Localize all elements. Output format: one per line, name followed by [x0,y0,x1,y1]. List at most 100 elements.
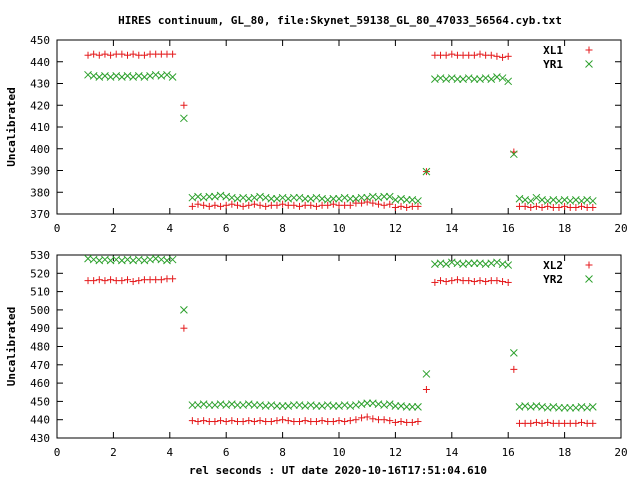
data-point [329,194,338,203]
data-point [290,193,298,202]
data-point [380,201,388,209]
data-point [544,418,552,426]
x-tick-label: 8 [279,222,286,235]
data-point [374,200,382,208]
data-point [205,202,213,210]
y-tick-label: 420 [30,99,50,112]
data-point [250,200,258,208]
data-point [140,51,148,59]
data-point [414,202,422,210]
data-point [422,167,431,176]
data-point [296,202,304,210]
data-point [118,277,126,285]
data-point [414,418,422,426]
x-tick-label: 14 [445,222,459,235]
data-point [335,417,343,425]
data-point [168,255,177,264]
data-point [526,197,535,205]
data-point [168,73,177,81]
y-tick-label: 430 [30,78,50,91]
plot-frame [56,254,622,439]
data-point [180,324,188,332]
data-point [233,401,242,409]
y-tick-label: 410 [30,121,50,134]
data-point [442,278,450,286]
y-tick-label: 470 [30,359,50,372]
data-point [442,260,451,269]
x-tick-label: 6 [223,222,230,235]
data-point [245,201,253,209]
data-point [493,52,501,60]
data-point [107,276,115,284]
data-point [318,417,326,425]
data-point [279,416,287,424]
data-point [369,415,377,423]
data-point [256,201,264,209]
data-point [510,365,518,373]
y-tick-label: 450 [30,395,50,408]
data-point [211,201,219,209]
data-point [357,193,366,202]
legend-label: XL1 [543,44,563,57]
data-point [239,202,247,210]
data-point [588,197,597,205]
data-point [329,418,337,426]
legend-marker [585,46,593,54]
data-point [476,277,484,285]
y-tick-label: 400 [30,143,50,156]
data-point [329,402,338,410]
data-point [262,202,270,210]
y-tick-label: 530 [30,249,50,262]
y-tick-label: 480 [30,341,50,354]
legend-label: YR2 [543,273,563,286]
y-axis-label: Uncalibrated [5,307,18,386]
x-tick-label: 4 [166,446,173,459]
data-point [312,202,320,210]
data-point [385,192,394,201]
data-point [448,277,456,285]
data-point [504,77,513,86]
data-point [250,418,258,426]
data-point [222,418,230,426]
data-point [532,193,541,202]
top-panel: 370 380 390 400 410 420 430 440 450 0 2 4 6 8 10 12 14 16… [5,34,628,235]
x-tick-label: 10 [332,446,345,459]
data-point [560,403,569,412]
data-point [301,417,309,425]
data-point [312,402,321,410]
data-point [358,199,366,207]
data-point [256,417,264,425]
y-tick-label: 430 [30,432,50,445]
y-tick-label: 490 [30,322,50,335]
x-tick-label: 2 [110,446,117,459]
data-point [169,50,177,58]
data-point [217,417,225,425]
y-tick-label: 380 [30,186,50,199]
data-point [279,200,287,208]
series-xl1 [84,50,597,211]
data-point [572,419,580,427]
data-point [346,417,354,425]
data-point [329,200,337,208]
data-point [453,75,462,84]
y-tick-label: 390 [30,165,50,178]
data-point [538,203,546,211]
data-point [267,194,276,203]
data-point [129,50,137,58]
data-point [284,417,292,425]
data-point [188,202,196,210]
data-point [408,418,416,426]
data-point [290,201,298,209]
data-point [578,202,586,210]
legend-marker [585,261,593,269]
data-point [499,278,507,286]
data-point [504,52,512,60]
data-point [538,419,546,427]
data-point [135,277,143,285]
y-tick-label: 450 [30,34,50,47]
data-point [124,276,131,284]
data-point [442,51,450,59]
data-point [380,416,388,424]
data-point [448,50,456,58]
data-point [312,418,320,426]
